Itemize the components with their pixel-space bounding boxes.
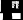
Example A5_7%LiCl_85degC <box>3 9 4 10</box>
Line: Example A5_3.5% LiCl_85degC: Example A5_3.5% LiCl_85degC <box>2 2 12 11</box>
Legend: Example A5_7%LiCl_85degC, Example A5_3.5% LiCl_85degC, Example A5_85degC: Example A5_7%LiCl_85degC, Example A5_3.5… <box>0 12 11 20</box>
Example A5_7%LiCl_85degC <box>7 10 8 11</box>
Example A5_7%LiCl_85degC <box>5 1 6 2</box>
Example A5_85degC <box>7 10 8 11</box>
Example A5_3.5% LiCl_85degC <box>9 1 10 2</box>
Line: Example A5_7%LiCl_85degC: Example A5_7%LiCl_85degC <box>2 2 7 11</box>
Line: Example A5_85degC: Example A5_85degC <box>2 2 21 11</box>
